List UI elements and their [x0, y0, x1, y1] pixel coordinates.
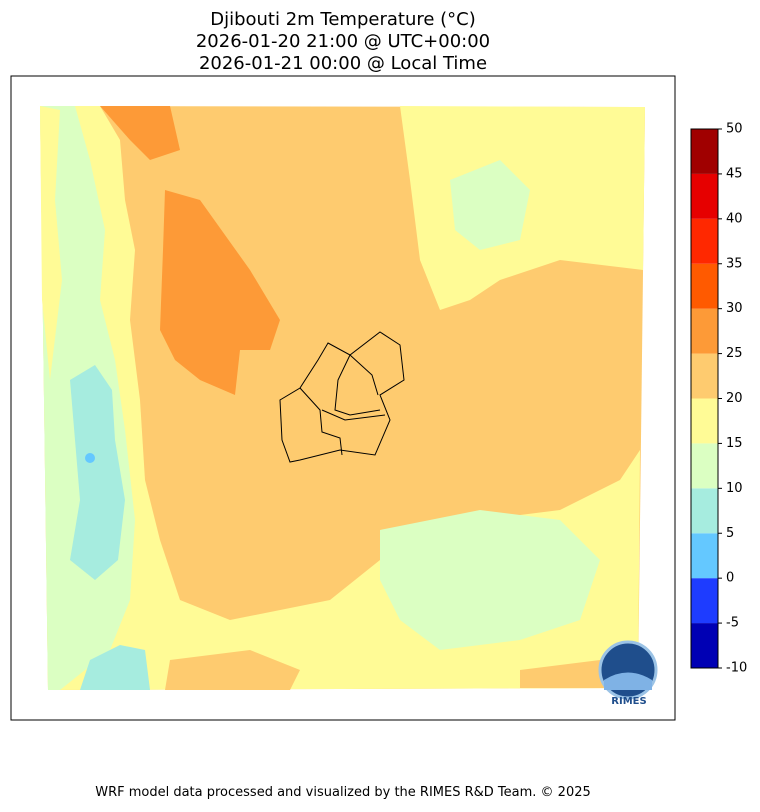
colorbar-band [691, 353, 718, 399]
colorbar-tick-label: 30 [726, 301, 743, 316]
map-field [40, 106, 645, 690]
colorbar-tick-label: 20 [726, 391, 743, 406]
colorbar-tick-label: 45 [726, 166, 743, 181]
title-line: 2026-01-21 00:00 @ Local Time [199, 53, 487, 74]
colorbar-tick-label: 0 [726, 571, 734, 586]
colorbar-tick-label: 10 [726, 481, 743, 496]
colorbar-tick-label: 40 [726, 211, 743, 226]
colorbar-band [691, 488, 718, 534]
colorbar-band [691, 443, 718, 489]
colorbar-band [691, 623, 718, 668]
colorbar-tick-label: 25 [726, 346, 743, 361]
footer: WRF model data processed and visualized … [95, 785, 591, 800]
colorbar-band [691, 578, 718, 624]
colorbar-tick-label: 35 [726, 256, 743, 271]
colorbar-band [691, 263, 718, 309]
country-borders [279, 331, 405, 463]
title-line: Djibouti 2m Temperature (°C) [210, 9, 476, 30]
colorbar-tick-label: 50 [726, 122, 743, 137]
colorbar: -10 -5 0 5 10 15 20 25 30 35 40 45 50 [690, 122, 747, 676]
colorbar-band [691, 129, 718, 174]
colorbar-tick-label: -5 [726, 616, 739, 631]
colorbar-band [691, 218, 718, 264]
colorbar-tick-label: 5 [726, 526, 734, 541]
colorbar-band [691, 533, 718, 579]
colorbar-band [691, 308, 718, 354]
colorbar-band [691, 173, 718, 219]
logo-text: RIMES [611, 696, 646, 707]
colorbar-tick-label: -10 [726, 661, 747, 676]
logo: RIMES [598, 640, 658, 707]
title-line: 2026-01-20 21:00 @ UTC+00:00 [196, 31, 490, 52]
colorbar-band [691, 398, 718, 444]
colorbar-tick-label: 15 [726, 436, 743, 451]
